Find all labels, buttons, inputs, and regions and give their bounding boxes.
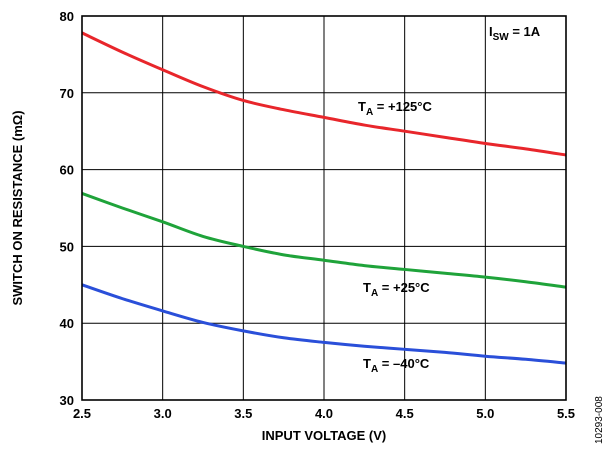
annotation-current-rest: = 1A [509, 24, 541, 39]
annotation-25c: TA = +25°C [363, 280, 430, 299]
annotation-25c-sub: A [371, 288, 378, 299]
plot-frame [81, 15, 567, 401]
y-tick-label: 30 [60, 393, 74, 408]
x-tick-label: 3.5 [234, 406, 252, 421]
annotation-m40c-main: T [363, 356, 371, 371]
annotation-125c: TA = +125°C [358, 99, 432, 118]
x-tick-label: 5.5 [557, 406, 575, 421]
y-tick-label: 80 [60, 9, 74, 24]
figure-id: 10293-008 [594, 396, 605, 444]
y-tick-label: 50 [60, 239, 74, 254]
annotation-125c-sub: A [366, 107, 373, 118]
y-tick-label: 60 [60, 163, 74, 178]
annotation-m40c: TA = –40°C [363, 356, 430, 375]
y-tick-label: 40 [60, 316, 74, 331]
series-line-2 [81, 283, 567, 365]
x-tick-label: 3.0 [154, 406, 172, 421]
x-tick-label: 5.0 [476, 406, 494, 421]
y-tick-labels: 30 40 50 60 70 80 [60, 9, 74, 408]
x-tick-label: 2.5 [73, 406, 91, 421]
series-lines [81, 31, 567, 365]
y-axis-title: SWITCH ON RESISTANCE (mΩ) [10, 110, 25, 305]
annotation-125c-main: T [358, 99, 366, 114]
grid [82, 16, 566, 400]
annotation-current-sub: SW [493, 32, 510, 43]
x-tick-labels: 2.5 3.0 3.5 4.0 4.5 5.0 5.5 [73, 406, 575, 421]
x-tick-label: 4.5 [396, 406, 414, 421]
annotation-25c-rest: = +25°C [378, 280, 430, 295]
annotation-125c-rest: = +125°C [373, 99, 432, 114]
annotation-m40c-sub: A [371, 364, 378, 375]
y-tick-label: 70 [60, 86, 74, 101]
annotation-current-main: I [489, 24, 493, 39]
series-line-1 [81, 191, 567, 289]
series-line-0 [81, 31, 567, 157]
annotation-25c-main: T [363, 280, 371, 295]
x-axis-title: INPUT VOLTAGE (V) [262, 428, 386, 443]
annotation-m40c-rest: = –40°C [378, 356, 430, 371]
x-tick-label: 4.0 [315, 406, 333, 421]
annotation-current: ISW = 1A [489, 24, 541, 43]
